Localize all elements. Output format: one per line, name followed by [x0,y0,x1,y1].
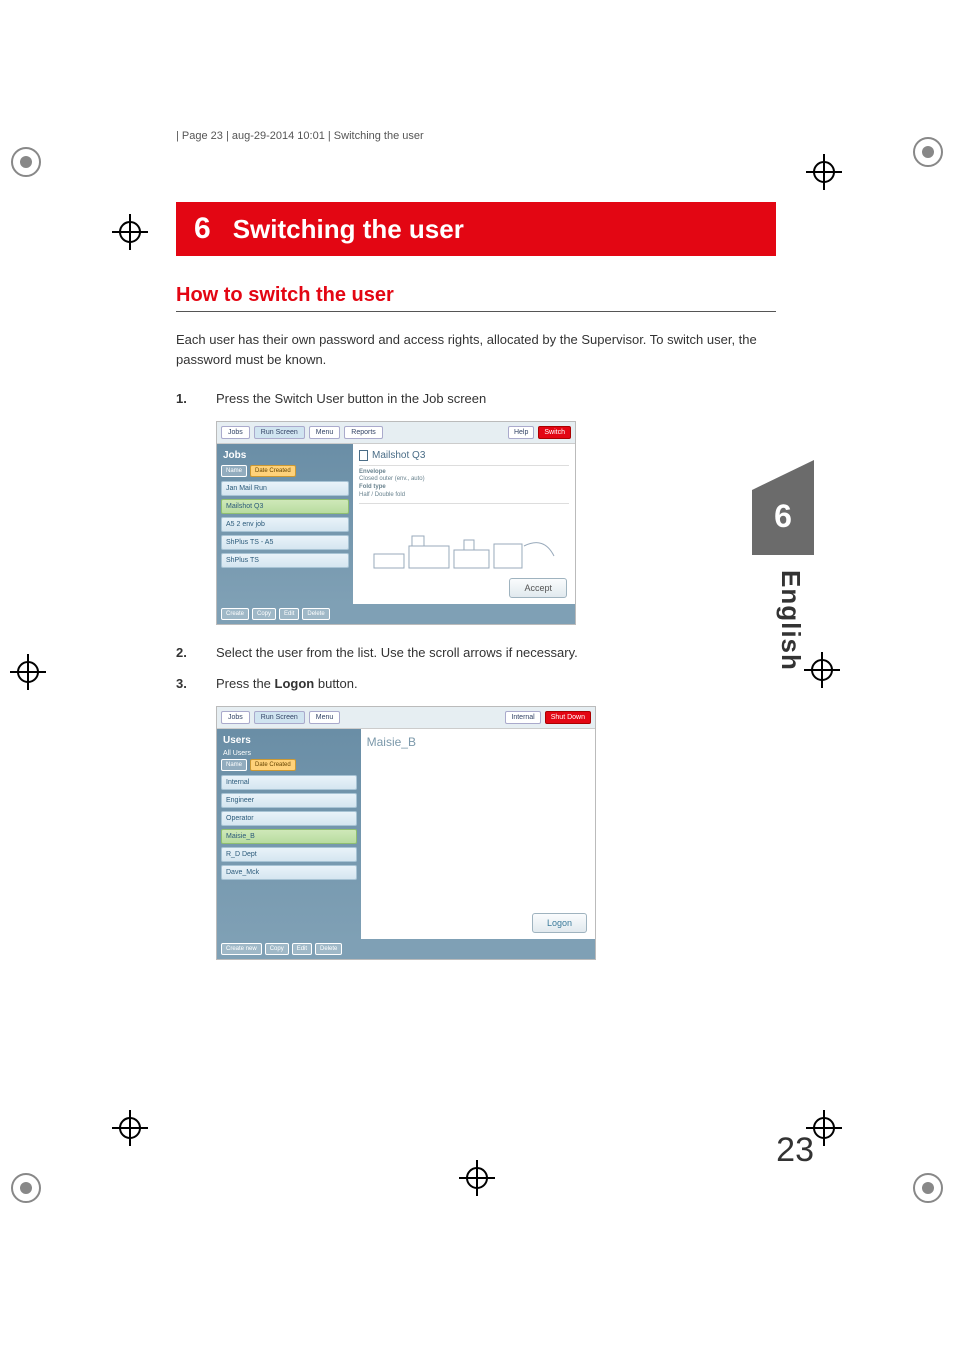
copy-button[interactable]: Copy [265,943,289,955]
language-label: English [775,570,806,671]
pane-subtitle: All Users [221,750,357,759]
help-badge[interactable]: Help [508,426,534,439]
accept-button[interactable]: Accept [509,578,567,598]
tab-reports[interactable]: Reports [344,426,383,439]
step-number: 3. [176,674,196,694]
job-row[interactable]: ShPlus TS - A5 [221,535,349,550]
step-text: Press the Switch User button in the Job … [216,389,776,409]
job-row[interactable]: Jan Mail Run [221,481,349,496]
user-row[interactable]: R_D Dept [221,847,357,862]
create-new-button[interactable]: Create new [221,943,262,955]
delete-button[interactable]: Delete [302,608,329,620]
sort-date-button[interactable]: Date Created [250,759,296,771]
create-button[interactable]: Create [221,608,249,620]
sort-name-button[interactable]: Name [221,759,247,771]
pane-title: Jobs [221,448,349,465]
step-text: Press the Logon button. [216,674,776,694]
job-row[interactable]: ShPlus TS [221,553,349,568]
step-item: 2. Select the user from the list. Use th… [176,643,776,663]
user-row[interactable]: Dave_Mck [221,865,357,880]
registration-mark [4,1166,48,1210]
step-item: 3. Press the Logon button. [176,674,776,694]
edit-button[interactable]: Edit [292,943,312,955]
tab-menu[interactable]: Menu [309,711,341,724]
registration-mark [455,1156,499,1200]
tab-jobs[interactable]: Jobs [221,711,250,724]
step-number: 2. [176,643,196,663]
figure-users-screen: Jobs Run Screen Menu Internal Shut Down … [216,706,596,960]
tab-menu[interactable]: Menu [309,426,341,439]
machine-illustration [363,526,565,574]
tab-jobs[interactable]: Jobs [221,426,250,439]
registration-mark [800,648,844,692]
chapter-title: Switching the user [233,214,464,245]
job-row[interactable]: A5 2 env job [221,517,349,532]
registration-mark [906,1166,950,1210]
pane-title: Users [221,733,357,750]
edit-button[interactable]: Edit [279,608,299,620]
user-row[interactable]: Operator [221,811,357,826]
document-icon [359,450,368,461]
shutdown-badge[interactable]: Shut Down [545,711,591,724]
switch-user-badge[interactable]: Switch [538,426,571,439]
registration-mark [4,140,48,184]
user-row[interactable]: Internal [221,775,357,790]
user-row[interactable]: Engineer [221,793,357,808]
step-text: Select the user from the list. Use the s… [216,643,776,663]
step-item: 1. Press the Switch User button in the J… [176,389,776,409]
status-badge[interactable]: Internal [505,711,540,724]
tab-run-screen[interactable]: Run Screen [254,426,305,439]
sort-name-button[interactable]: Name [221,465,247,477]
job-meta: Envelope Closed outer (env., auto) Fold … [359,465,569,504]
registration-mark [108,210,152,254]
chapter-number: 6 [194,212,211,246]
selected-user-title: Maisie_B [367,735,589,749]
registration-mark [802,150,846,194]
intro-paragraph: Each user has their own password and acc… [176,330,776,369]
tab-run-screen[interactable]: Run Screen [254,711,305,724]
chapter-bar: 6 Switching the user [176,202,776,256]
selected-job-title: Mailshot Q3 [359,450,569,461]
registration-mark [108,1106,152,1150]
copy-button[interactable]: Copy [252,608,276,620]
sort-date-button[interactable]: Date Created [250,465,296,477]
user-row[interactable]: Maisie_B [221,829,357,844]
job-row[interactable]: Mailshot Q3 [221,499,349,514]
section-heading: How to switch the user [176,284,776,312]
delete-button[interactable]: Delete [315,943,342,955]
registration-mark [906,130,950,174]
registration-mark [6,650,50,694]
step-number: 1. [176,389,196,409]
figure-jobs-screen: Jobs Run Screen Menu Reports Help Switch… [216,421,576,625]
page-number: 23 [776,1131,814,1170]
page-header: | Page 23 | aug-29-2014 10:01 | Switchin… [176,130,776,142]
logon-button[interactable]: Logon [532,913,587,933]
